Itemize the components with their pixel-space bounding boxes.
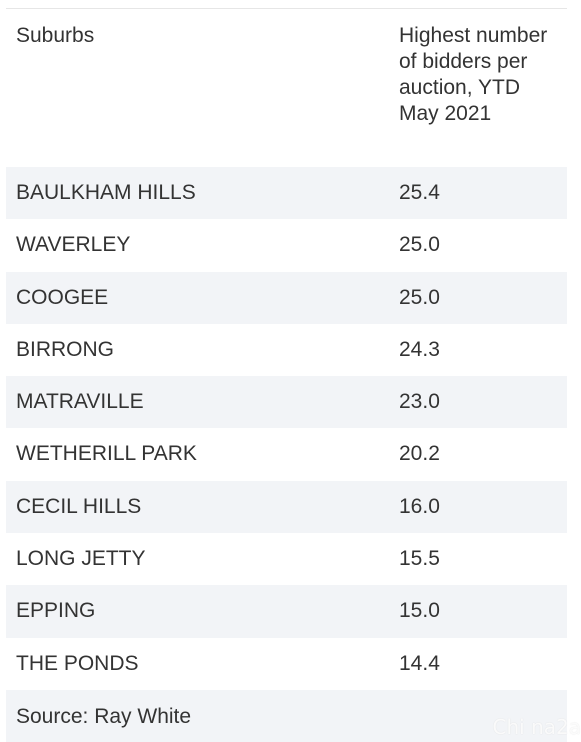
value-cell: 20.2 <box>399 442 440 466</box>
value-cell: 16.0 <box>399 494 440 518</box>
top-divider <box>6 8 567 9</box>
value-cell: 25.0 <box>399 285 440 309</box>
value-cell: 25.4 <box>399 181 440 204</box>
value-cell: 25.0 <box>399 233 440 257</box>
table-row: EPPING 15.0 <box>6 585 567 638</box>
table-row: MATRAVILLE 23.0 <box>6 376 567 429</box>
suburb-cell: COOGEE <box>16 285 109 309</box>
source-note: Source: Ray White <box>16 704 192 728</box>
table-row: WETHERILL PARK 20.2 <box>6 428 567 481</box>
suburb-cell: CECIL HILLS <box>16 494 142 518</box>
suburb-cell: LONG JETTY <box>16 547 146 571</box>
suburb-cell: BAULKHAM HILLS <box>16 181 196 204</box>
suburb-cell: WETHERILL PARK <box>16 442 197 466</box>
data-table: Suburbs Highest number of bidders per au… <box>6 9 567 742</box>
source-row: Source: Ray White <box>6 689 567 742</box>
suburb-cell: MATRAVILLE <box>16 390 144 414</box>
suburb-cell: BIRRONG <box>16 337 115 361</box>
table-row: BIRRONG 24.3 <box>6 323 567 377</box>
value-cell: 24.3 <box>399 337 440 361</box>
suburb-cell: EPPING <box>16 599 96 623</box>
value-cell: 15.0 <box>399 599 440 623</box>
suburb-cell: WAVERLEY <box>16 233 131 257</box>
header-bidders: Highest number of bidders per auction, Y… <box>399 24 548 125</box>
table-row: WAVERLEY 25.0 <box>6 219 567 272</box>
value-cell: 14.4 <box>399 651 440 675</box>
header-suburbs: Suburbs <box>16 24 95 47</box>
table-row: THE PONDS 14.4 <box>6 637 567 690</box>
table-row: COOGEE 25.0 <box>6 271 567 324</box>
suburb-cell: THE PONDS <box>16 651 139 675</box>
table-header: Suburbs Highest number of bidders per au… <box>6 9 567 167</box>
table-row: CECIL HILLS 16.0 <box>6 480 567 534</box>
value-cell: 23.0 <box>399 390 440 414</box>
table-row: LONG JETTY 15.5 <box>6 533 567 586</box>
watermark: Chi na2a <box>492 715 581 739</box>
table-row: BAULKHAM HILLS 25.4 <box>6 167 567 220</box>
value-cell: 15.5 <box>399 547 440 571</box>
